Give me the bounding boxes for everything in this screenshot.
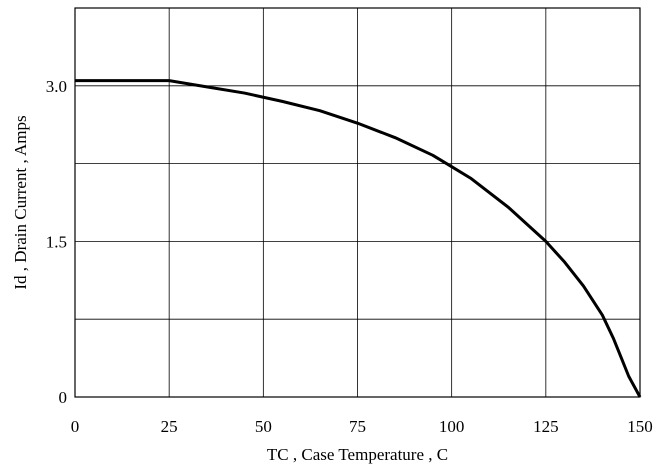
x-axis-label: TC , Case Temperature , C <box>267 445 448 464</box>
x-tick-label: 25 <box>161 417 178 436</box>
y-tick-label: 1.5 <box>46 232 67 251</box>
x-tick-labels: 0 25 50 75 100 125 150 <box>71 417 653 436</box>
y-tick-labels: 0 1.5 3.0 <box>46 77 67 407</box>
grid-lines <box>75 8 640 397</box>
y-tick-label: 3.0 <box>46 77 67 96</box>
x-tick-label: 75 <box>349 417 366 436</box>
x-tick-label: 125 <box>533 417 559 436</box>
y-axis-label: Id , Drain Current , Amps <box>11 115 30 289</box>
y-tick-label: 0 <box>59 388 68 407</box>
x-tick-label: 100 <box>439 417 465 436</box>
series-line <box>75 79 642 398</box>
x-tick-label: 0 <box>71 417 80 436</box>
plot-area-frame <box>74 7 641 398</box>
x-tick-label: 150 <box>627 417 653 436</box>
series-layer <box>75 79 642 398</box>
x-tick-label: 50 <box>255 417 272 436</box>
